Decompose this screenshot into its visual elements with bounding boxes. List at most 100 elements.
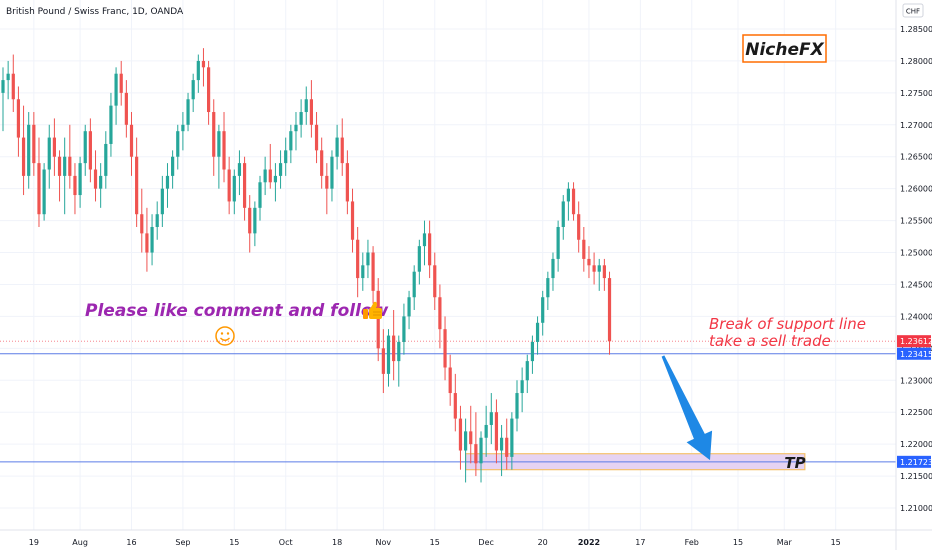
candle[interactable] xyxy=(114,67,118,125)
candle[interactable] xyxy=(57,150,62,202)
candle[interactable] xyxy=(273,163,278,202)
candle[interactable] xyxy=(42,163,46,221)
candle[interactable] xyxy=(93,150,98,202)
candle[interactable] xyxy=(566,182,570,221)
time-axis[interactable]: 19 Aug 16 Sep 15 Oct 18 Nov 15 Dec 20 2022 17 Feb 15 Ma… xyxy=(29,538,841,547)
candle[interactable] xyxy=(489,393,493,445)
candle[interactable] xyxy=(160,175,164,227)
candle[interactable] xyxy=(448,354,452,406)
candle[interactable] xyxy=(227,156,231,215)
candle[interactable] xyxy=(191,73,195,113)
candle[interactable] xyxy=(464,418,468,483)
candle[interactable] xyxy=(263,156,267,196)
candle[interactable] xyxy=(484,405,488,457)
candle[interactable] xyxy=(248,195,252,253)
candle[interactable] xyxy=(443,316,447,381)
candle[interactable] xyxy=(52,118,56,176)
candle[interactable] xyxy=(546,271,550,311)
candle[interactable] xyxy=(6,60,10,100)
candle[interactable] xyxy=(412,265,416,311)
candle[interactable] xyxy=(345,150,349,215)
candle[interactable] xyxy=(145,207,149,272)
candle[interactable] xyxy=(381,329,385,394)
candle[interactable] xyxy=(304,86,308,125)
candle[interactable] xyxy=(47,124,51,189)
candle[interactable] xyxy=(428,220,432,279)
candle[interactable] xyxy=(535,316,540,355)
candle[interactable] xyxy=(474,412,478,477)
candle[interactable] xyxy=(155,201,159,240)
candle[interactable] xyxy=(510,412,514,470)
candle[interactable] xyxy=(207,60,211,125)
candle[interactable] xyxy=(186,92,190,132)
candle[interactable] xyxy=(366,239,370,279)
candle[interactable] xyxy=(124,80,128,138)
candle[interactable] xyxy=(335,124,339,170)
candle[interactable] xyxy=(237,150,242,196)
candle[interactable] xyxy=(340,118,344,176)
candle[interactable] xyxy=(217,124,221,189)
candle[interactable] xyxy=(27,112,31,189)
candle[interactable] xyxy=(165,163,170,208)
candle[interactable] xyxy=(597,258,601,291)
candle[interactable] xyxy=(37,137,41,227)
candle[interactable] xyxy=(78,156,82,208)
candle[interactable] xyxy=(119,60,123,106)
candle[interactable] xyxy=(325,163,329,215)
candle[interactable] xyxy=(232,169,236,215)
candle[interactable] xyxy=(171,150,175,189)
candle[interactable] xyxy=(330,150,334,202)
candle[interactable] xyxy=(392,310,396,381)
candle[interactable] xyxy=(433,252,437,311)
candle[interactable] xyxy=(417,239,421,285)
candle[interactable] xyxy=(21,105,26,196)
candle[interactable] xyxy=(556,220,560,272)
candle[interactable] xyxy=(494,399,499,464)
candle[interactable] xyxy=(294,112,298,151)
candle[interactable] xyxy=(571,182,576,221)
candle[interactable] xyxy=(402,303,406,355)
candle[interactable] xyxy=(530,335,535,374)
candle[interactable] xyxy=(320,137,324,189)
candle[interactable] xyxy=(140,188,144,253)
candle[interactable] xyxy=(350,188,355,253)
candle[interactable] xyxy=(582,226,586,272)
candle[interactable] xyxy=(438,284,442,349)
candle[interactable] xyxy=(11,54,15,113)
candle[interactable] xyxy=(201,48,206,87)
candle[interactable] xyxy=(314,112,319,164)
candle[interactable] xyxy=(268,143,272,189)
candle[interactable] xyxy=(356,226,360,298)
candle[interactable] xyxy=(88,118,92,183)
candle[interactable] xyxy=(99,163,103,208)
candle[interactable] xyxy=(196,54,200,93)
currency-unit-box[interactable] xyxy=(902,3,924,18)
candle[interactable] xyxy=(479,431,483,483)
price-tag[interactable]: 1.23612 xyxy=(897,335,932,348)
candle[interactable] xyxy=(458,405,463,470)
candle[interactable] xyxy=(289,124,293,164)
candle[interactable] xyxy=(541,290,545,336)
candle[interactable] xyxy=(73,163,77,215)
candle[interactable] xyxy=(83,124,87,176)
candle[interactable] xyxy=(212,99,216,176)
candle[interactable] xyxy=(150,214,154,266)
candle[interactable] xyxy=(561,195,565,240)
candle[interactable] xyxy=(299,99,303,138)
candle[interactable] xyxy=(376,278,380,362)
candle[interactable] xyxy=(602,258,606,291)
candle[interactable] xyxy=(422,220,427,266)
candle[interactable] xyxy=(1,67,5,132)
candle[interactable] xyxy=(499,424,504,477)
candle[interactable] xyxy=(135,137,139,227)
candle[interactable] xyxy=(407,290,411,330)
candle[interactable] xyxy=(222,112,226,183)
candle[interactable] xyxy=(551,252,555,291)
candle[interactable] xyxy=(309,80,313,138)
candle[interactable] xyxy=(525,354,529,394)
candle[interactable] xyxy=(104,131,108,189)
candle[interactable] xyxy=(129,112,134,176)
candle[interactable] xyxy=(278,150,283,189)
candle[interactable] xyxy=(469,405,473,464)
